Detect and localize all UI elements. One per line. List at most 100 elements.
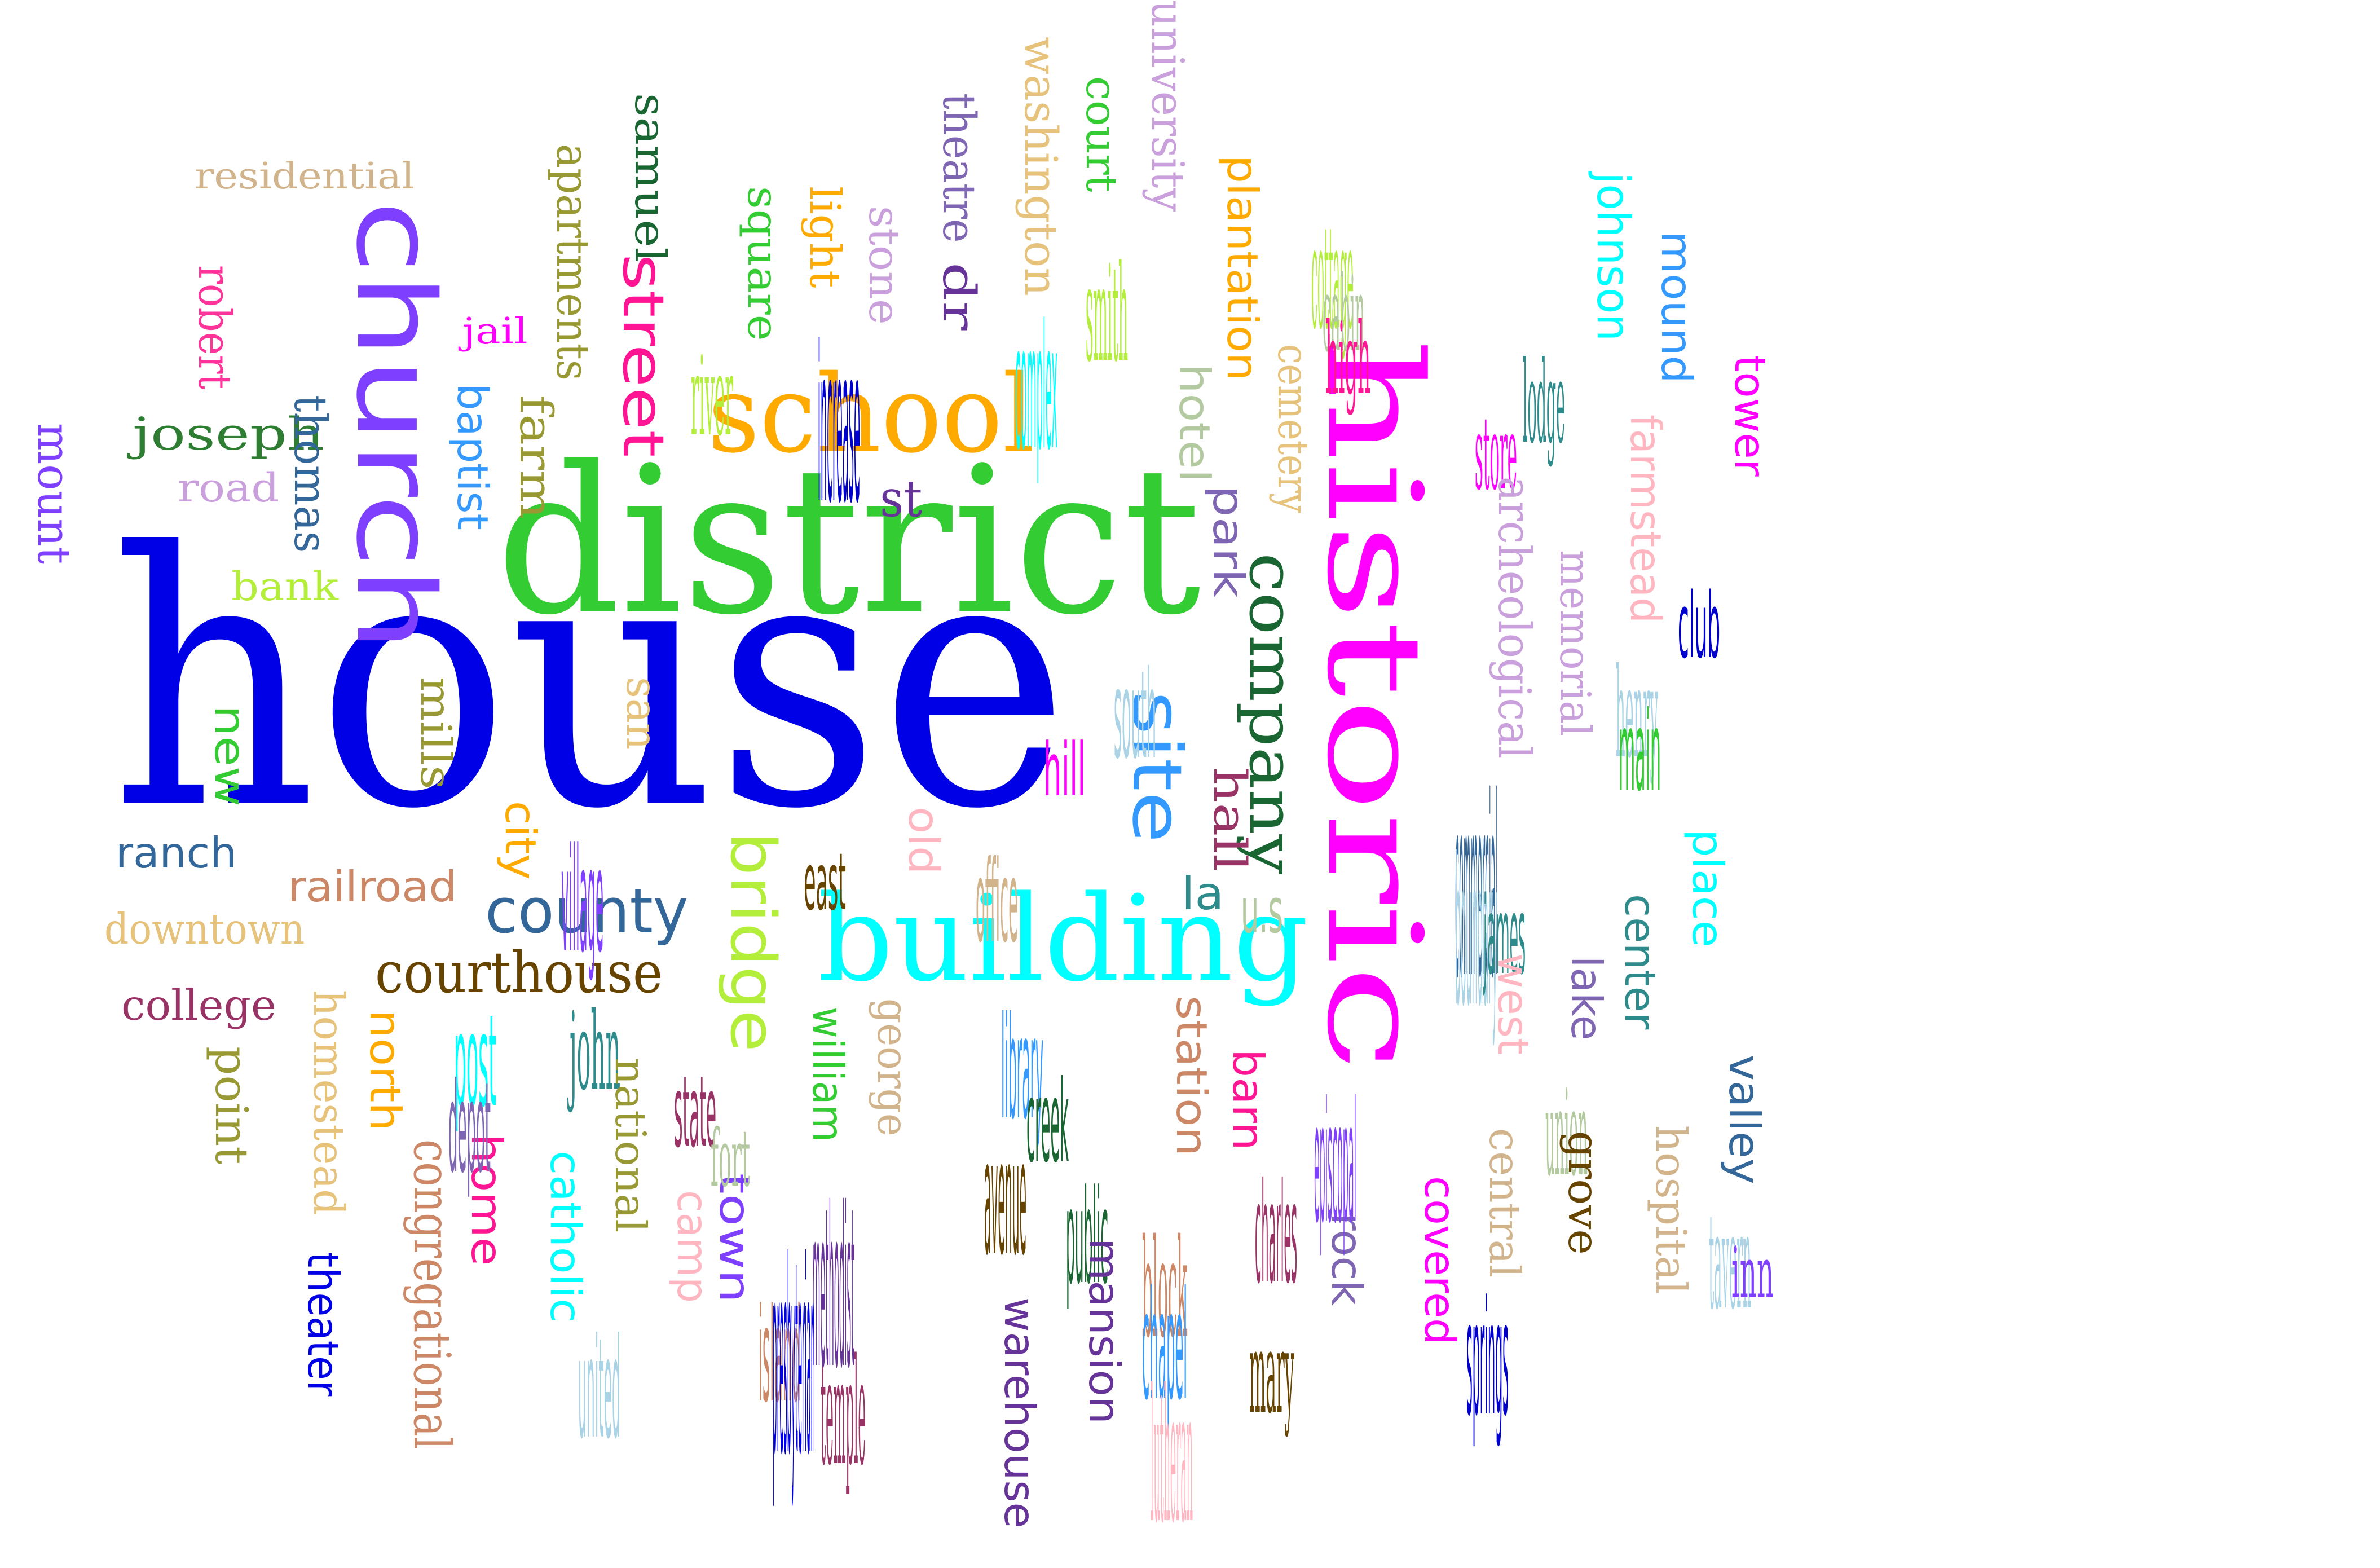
word-st: st (880, 469, 923, 528)
word-village: village (561, 817, 604, 985)
word-bridge: bridge (717, 832, 789, 1052)
word-club: club (1678, 573, 1721, 679)
word-jail: jail (462, 310, 528, 353)
word-united: united (578, 1309, 620, 1469)
word-main: main (1619, 688, 1661, 816)
word-college: college (121, 980, 276, 1030)
word-robert: robert (188, 265, 241, 390)
word-methodist: methodist (812, 1161, 854, 1417)
word-center: center (1615, 894, 1665, 1030)
word-washington: washington (1015, 37, 1067, 296)
word-house: house (111, 479, 1069, 886)
word-library: library (1001, 986, 1044, 1151)
word-city: city (496, 801, 545, 880)
word-tower: tower (1725, 355, 1775, 477)
word-mills: mills (411, 677, 461, 790)
word-central: central (1480, 1128, 1530, 1278)
word-covered: covered (1415, 1176, 1465, 1345)
word-inn: inn (1731, 1232, 1774, 1314)
word-apartments: apartments (546, 144, 599, 381)
word-increase: increase (818, 301, 860, 550)
word-grove: grove (1559, 1131, 1608, 1255)
word-avenue: avenue (984, 1107, 1026, 1290)
word-mound: mound (1652, 231, 1702, 384)
word-dr: dr (933, 262, 985, 331)
word-us: u.s (1241, 875, 1283, 947)
word-downtown: downtown (104, 904, 305, 954)
word-thomas: thomas (284, 395, 337, 553)
word-stone: stone (860, 206, 909, 325)
word-smith: smith (1086, 237, 1129, 391)
word-new: new (205, 705, 255, 807)
word-ranch: ranch (116, 828, 237, 878)
word-joseph: joseph (133, 408, 325, 460)
word-mount: mount (28, 423, 80, 565)
word-henry: henry (1616, 641, 1659, 786)
word-cemetery: cemetery (1268, 344, 1318, 513)
word-block: block (1142, 1210, 1187, 1368)
word-james: james (1483, 874, 1526, 998)
word-place: place (1683, 829, 1733, 948)
word-east: east (804, 836, 846, 928)
word-baptist: baptist (448, 384, 497, 530)
word-creek: creek (1026, 1056, 1069, 1188)
word-archeological: archeological (1488, 477, 1541, 759)
word-cabin: cabin (1323, 253, 1365, 375)
word-catholic: catholic (541, 1151, 590, 1323)
word-public: public (1066, 1162, 1109, 1313)
word-george: george (868, 998, 918, 1137)
word-south: south (1114, 644, 1157, 786)
word-depot: depot (448, 1056, 491, 1200)
word-samuel: samuel (625, 93, 675, 262)
word-light: light (800, 186, 850, 288)
word-farmstead: farmstead (1621, 415, 1671, 624)
word-presbyterian: presbyterian (773, 1205, 815, 1513)
word-district: district (496, 423, 1201, 659)
word-tavern: tavern (1709, 1185, 1752, 1339)
word-lodge: lodge (1523, 337, 1565, 469)
word-lutheran: lutheran (1151, 1350, 1193, 1563)
word-high: high (1325, 302, 1371, 417)
word-johnson: johnson (1587, 172, 1639, 341)
word-county: county (485, 875, 689, 947)
word-station: station (1167, 996, 1217, 1157)
word-lake: lake (1562, 956, 1611, 1041)
word-residential: residential (195, 155, 415, 197)
word-old: old (899, 807, 949, 875)
word-hotel: hotel (1170, 364, 1219, 482)
word-state: state (674, 1055, 717, 1170)
word-cottage: cottage (1311, 194, 1354, 362)
word-national: national (606, 1058, 655, 1233)
word-mary: mary (1249, 1307, 1295, 1439)
word-fort: fort (711, 1113, 751, 1205)
word-island: island (759, 1281, 801, 1432)
word-warehouse: warehouse (995, 1297, 1044, 1529)
word-store: store (1475, 395, 1517, 513)
word-bank: bank (231, 563, 339, 610)
word-railroad: railroad (288, 862, 457, 911)
word-road: road (178, 465, 280, 511)
word-plantation: plantation (1218, 155, 1267, 381)
word-school: school (708, 352, 1035, 477)
word-farm: farm (510, 395, 562, 519)
word-commercial: commercial (1455, 744, 1498, 1033)
word-union: union (1545, 1064, 1588, 1203)
word-homestead: homestead (304, 990, 354, 1215)
word-square: square (738, 186, 788, 341)
word-episcopal: episcopal (1314, 1066, 1357, 1260)
word-hill: hill (1043, 727, 1086, 813)
word-building: building (818, 870, 1309, 1008)
word-boundary: boundary (1455, 815, 1498, 1051)
word-complex: complex (1015, 288, 1057, 488)
word-charles: charles (1255, 1153, 1298, 1314)
word-springs: springs (1466, 1267, 1509, 1451)
word-court: court (1077, 76, 1126, 192)
word-north: north (360, 1010, 410, 1131)
word-post: post (454, 988, 496, 1135)
word-temple: temple (821, 1328, 866, 1498)
word-hall: hall (1204, 767, 1256, 872)
word-la: la (1182, 867, 1224, 920)
word-church: church (333, 200, 457, 652)
word-street: street (610, 254, 676, 457)
